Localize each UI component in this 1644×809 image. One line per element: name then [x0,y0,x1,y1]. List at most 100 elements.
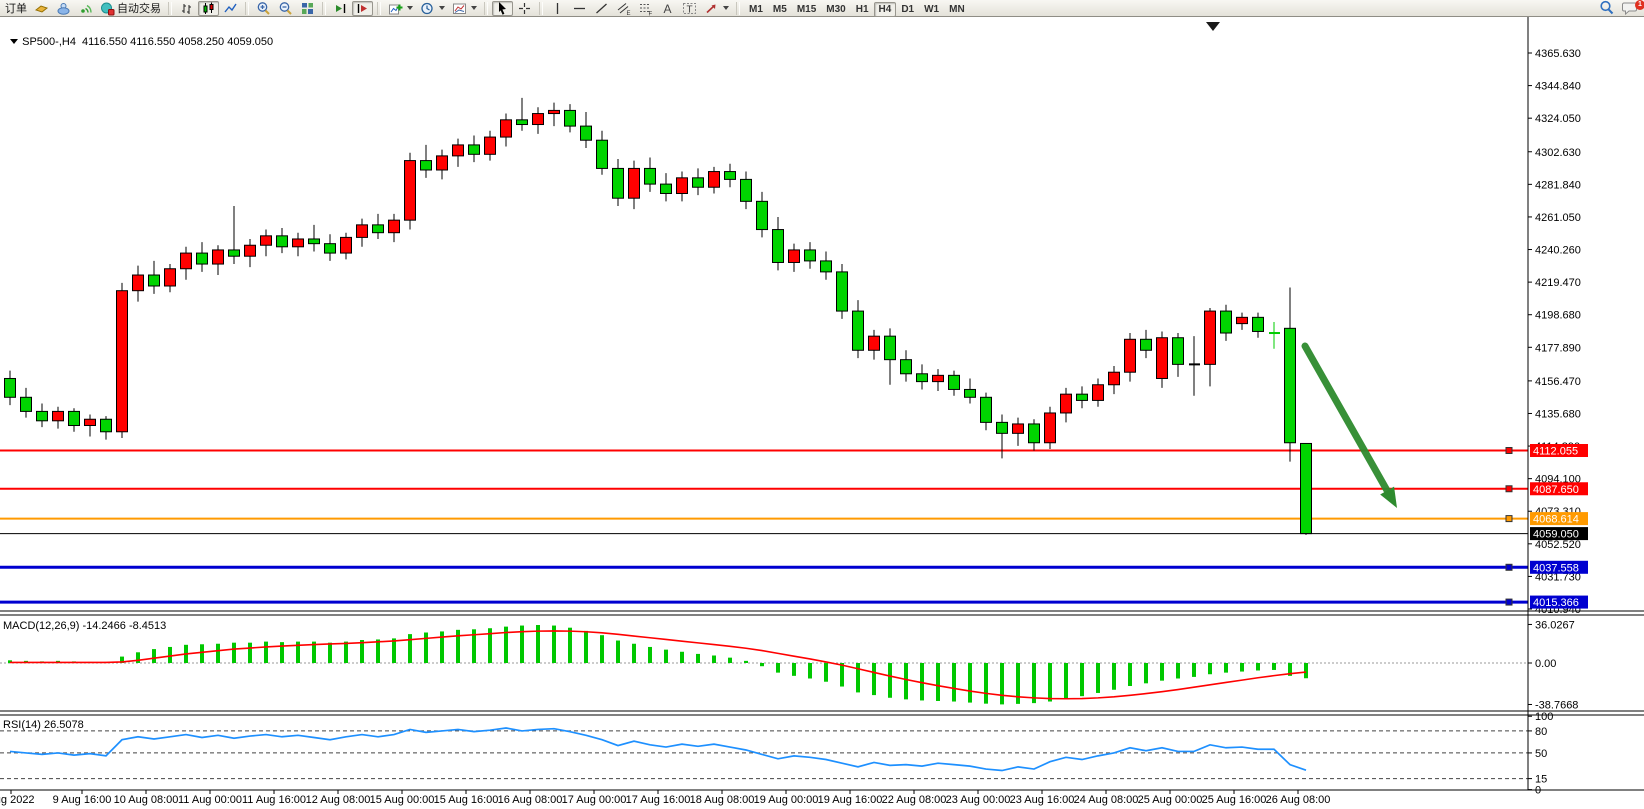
timeframe-h1[interactable]: H1 [851,2,874,17]
candle-body [1172,337,1184,365]
candle [1300,442,1312,535]
price-tick-label: 4031.730 [1535,571,1581,583]
price-tick-label: 4365.630 [1535,48,1581,60]
candle-body [308,238,320,245]
profile-button[interactable] [31,1,52,16]
candlestick-chart-button[interactable] [198,0,219,16]
line-chart-button[interactable] [220,1,241,16]
rsi-scale-label: 0 [1535,785,1541,797]
indicators-button[interactable] [385,1,416,16]
candle-body [132,274,144,292]
price-level-handle[interactable] [1505,598,1513,606]
candle [36,403,48,428]
candle-body [20,396,32,412]
periods-button[interactable] [417,1,448,16]
candle [292,232,304,257]
auto-scroll-button[interactable] [330,1,351,16]
candle-body [1060,393,1072,414]
trend-arrow-annotation[interactable] [1301,342,1391,495]
price-tick-label: 4177.890 [1535,342,1581,354]
community-button[interactable] [53,1,74,16]
candle-body [68,410,80,427]
text-label-button[interactable]: T [679,1,700,16]
timeframe-m1[interactable]: M1 [744,2,768,17]
candle-body [36,410,48,422]
price-level-handle[interactable] [1505,447,1513,455]
candle-body [148,274,160,287]
timeframe-m15[interactable]: M15 [792,2,821,17]
text-button[interactable]: A [657,1,678,16]
rsi-scale-label: 100 [1535,711,1553,723]
price-level-tag [1530,560,1588,574]
candle [500,113,512,147]
timeframe-w1[interactable]: W1 [919,2,944,17]
symbol-collapse-icon[interactable] [10,39,19,44]
candle-body [868,335,880,351]
timeframe-h4[interactable]: H4 [873,2,897,17]
price-level-tag-text: 4059.050 [1533,529,1579,541]
line-chart-icon [224,3,237,12]
timeframe-d1[interactable]: D1 [896,2,919,17]
arrows-button[interactable] [701,1,732,16]
search-button[interactable] [1596,0,1618,16]
candle [884,328,896,385]
price-tick-label: 4324.050 [1535,113,1581,125]
price-level-handle[interactable] [1505,515,1513,523]
candle [836,264,848,319]
template-button[interactable] [449,1,480,16]
price-tick-label: 4281.840 [1535,179,1581,191]
tile-windows-button[interactable] [297,1,318,16]
crosshair-button[interactable] [514,1,535,16]
time-tick-label: 25 Aug 00:00 [1138,794,1203,806]
profile-icon [34,4,49,13]
price-level-handle[interactable] [1505,563,1513,571]
candle [964,378,976,404]
chart-shift-marker[interactable] [1206,22,1220,31]
chart-shift-button[interactable] [352,0,373,16]
bar-chart-button[interactable] [176,1,197,16]
timeframe-m30[interactable]: M30 [821,2,850,17]
candle [564,104,576,133]
candle-body [468,144,480,155]
price-level-handle[interactable] [1505,485,1513,493]
candle [372,213,384,239]
candle-body [724,171,736,180]
svg-text:E: E [627,11,631,16]
time-tick-label: 25 Aug 16:00 [1202,794,1267,806]
zoom-out-button[interactable] [275,1,296,16]
channel-button[interactable]: E [613,1,634,16]
bar-chart-icon [182,3,191,14]
price-level-tag [1530,482,1588,496]
candle [100,416,112,440]
timeframe-mn[interactable]: MN [944,2,970,17]
candle-body [580,125,592,141]
candle-body [628,167,640,199]
time-tick-label: 15 Aug 16:00 [434,794,499,806]
trendline-button[interactable] [591,1,612,16]
fibonacci-button[interactable]: F [635,1,656,16]
toolbar-separator [245,1,249,15]
candle [1204,307,1216,387]
candle-body [84,418,96,427]
candle [276,227,288,254]
price-level-tag [1530,444,1588,458]
zoom-in-button[interactable] [253,1,274,16]
candle-body [180,252,192,270]
vertical-line-button[interactable] [547,1,568,16]
cursor-button[interactable] [492,0,513,16]
search-icon [1600,0,1614,15]
toolbar-separator [484,1,488,15]
signal-button[interactable] [75,1,96,16]
trend-arrow-head[interactable] [1380,486,1397,508]
new-order-button[interactable]: 订单 [2,1,30,16]
chat-button[interactable]: 1 [1619,0,1644,16]
timeframe-m5[interactable]: M5 [768,2,792,17]
autotrade-button[interactable]: 自动交易 [97,1,164,16]
candle [612,159,624,207]
candle-body [356,224,368,238]
horizontal-line-button[interactable] [569,1,590,16]
candle-body [212,249,224,265]
price-tick-label: 4052.520 [1535,539,1581,551]
candle-body [740,178,752,202]
